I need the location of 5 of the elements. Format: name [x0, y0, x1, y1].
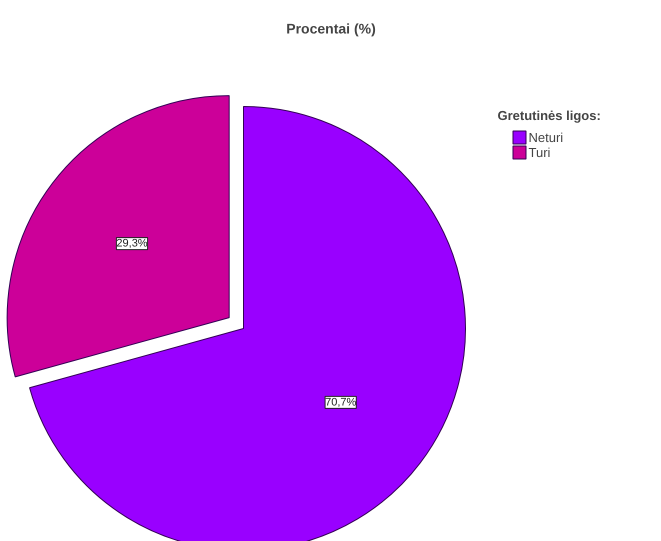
legend-title: Gretutinės ligos: [498, 108, 601, 123]
legend-label: Turi [528, 145, 551, 160]
chart-title: Procentai (%) [286, 20, 376, 36]
legend-label: Neturi [528, 130, 564, 145]
data-label: 70,7% [325, 396, 356, 408]
